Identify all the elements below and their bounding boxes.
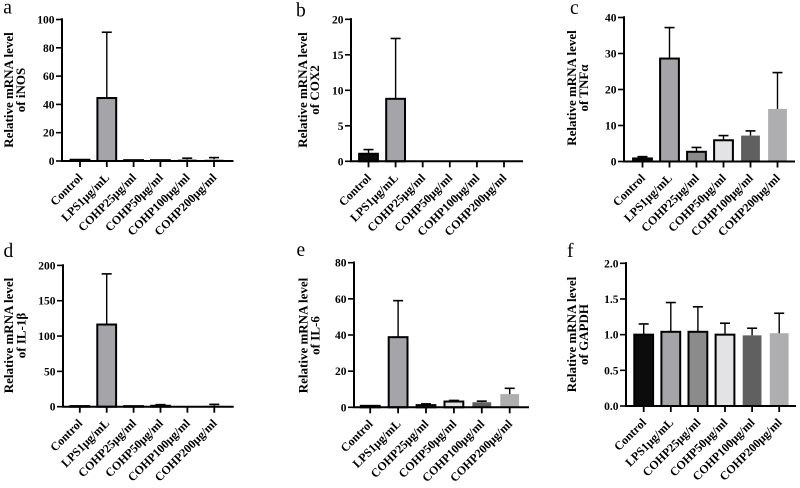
svg-text:e: e <box>297 240 306 261</box>
svg-text:of TNFα: of TNFα <box>576 64 591 112</box>
svg-text:20: 20 <box>335 366 347 378</box>
svg-text:100: 100 <box>37 15 55 27</box>
svg-text:80: 80 <box>43 43 55 55</box>
svg-text:10: 10 <box>605 121 617 133</box>
svg-text:of GAPDH: of GAPDH <box>576 304 591 365</box>
svg-text:b: b <box>296 1 306 22</box>
svg-text:30: 30 <box>605 49 617 61</box>
svg-text:200: 200 <box>38 260 56 272</box>
svg-text:0: 0 <box>341 402 347 414</box>
svg-text:0.5: 0.5 <box>604 365 619 377</box>
svg-text:20: 20 <box>605 85 617 97</box>
svg-text:40: 40 <box>605 13 617 25</box>
svg-text:150: 150 <box>38 296 56 308</box>
svg-text:of IL-6: of IL-6 <box>308 316 323 355</box>
svg-text:1.0: 1.0 <box>604 330 619 342</box>
svg-text:10: 10 <box>332 85 344 97</box>
svg-text:40: 40 <box>43 99 55 111</box>
svg-text:100: 100 <box>38 331 56 343</box>
svg-text:20: 20 <box>332 14 344 26</box>
svg-text:0: 0 <box>611 157 617 169</box>
svg-text:60: 60 <box>43 71 55 83</box>
svg-text:0: 0 <box>50 402 56 414</box>
svg-text:d: d <box>4 241 14 262</box>
svg-text:of COX2: of COX2 <box>307 65 322 114</box>
svg-text:15: 15 <box>332 50 344 62</box>
svg-text:60: 60 <box>335 294 347 306</box>
svg-text:of IL-1β: of IL-1β <box>14 313 29 359</box>
svg-text:0: 0 <box>338 156 344 168</box>
svg-text:20: 20 <box>43 128 55 140</box>
svg-text:80: 80 <box>335 258 347 270</box>
svg-text:0: 0 <box>49 156 55 168</box>
svg-text:0.0: 0.0 <box>604 401 619 413</box>
svg-text:c: c <box>570 0 579 19</box>
svg-text:50: 50 <box>44 366 56 378</box>
svg-text:of iNOS: of iNOS <box>13 68 28 112</box>
svg-text:5: 5 <box>338 121 344 133</box>
svg-text:f: f <box>567 241 574 262</box>
svg-text:1.5: 1.5 <box>604 294 619 306</box>
svg-text:a: a <box>3 0 12 19</box>
svg-text:40: 40 <box>335 330 347 342</box>
svg-text:2.0: 2.0 <box>604 258 619 270</box>
